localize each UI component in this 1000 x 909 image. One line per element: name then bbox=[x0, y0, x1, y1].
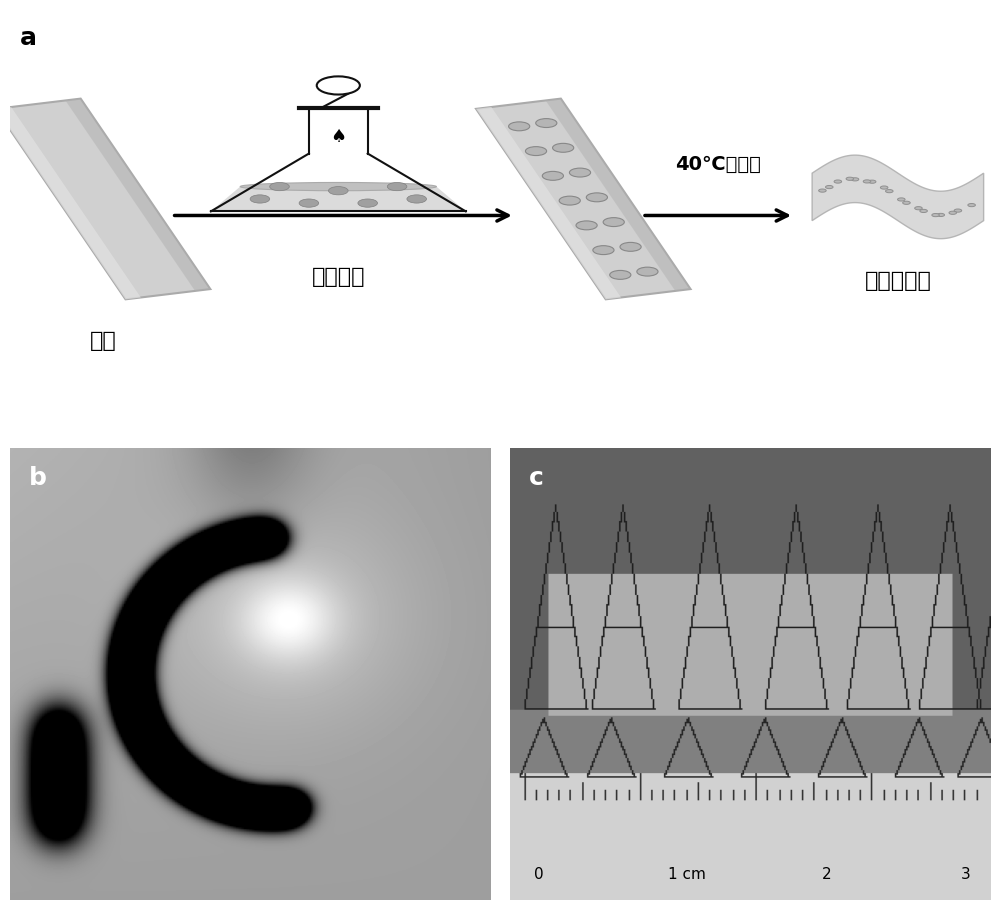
Circle shape bbox=[637, 267, 658, 276]
Circle shape bbox=[898, 198, 905, 201]
Circle shape bbox=[270, 183, 289, 191]
Text: a: a bbox=[20, 25, 37, 50]
Circle shape bbox=[536, 118, 557, 127]
Circle shape bbox=[851, 178, 859, 181]
Circle shape bbox=[932, 214, 939, 216]
Circle shape bbox=[915, 206, 922, 210]
Text: 柔韧性薄膜: 柔韧性薄膜 bbox=[864, 271, 931, 291]
Text: c: c bbox=[529, 466, 544, 490]
Circle shape bbox=[834, 180, 842, 183]
Circle shape bbox=[868, 180, 876, 184]
Circle shape bbox=[846, 177, 854, 180]
Circle shape bbox=[525, 146, 547, 155]
Circle shape bbox=[542, 172, 563, 180]
Polygon shape bbox=[476, 107, 621, 299]
Circle shape bbox=[863, 180, 871, 183]
Circle shape bbox=[886, 190, 893, 193]
Circle shape bbox=[317, 76, 360, 95]
Circle shape bbox=[826, 185, 833, 189]
Text: 玻璃: 玻璃 bbox=[90, 331, 116, 351]
Circle shape bbox=[509, 122, 530, 131]
Circle shape bbox=[358, 199, 378, 207]
Circle shape bbox=[968, 204, 975, 206]
Polygon shape bbox=[211, 186, 466, 212]
Circle shape bbox=[819, 189, 826, 192]
Text: 3: 3 bbox=[961, 867, 971, 882]
Polygon shape bbox=[546, 98, 691, 291]
Text: 0: 0 bbox=[534, 867, 543, 882]
Circle shape bbox=[576, 221, 597, 230]
Circle shape bbox=[620, 243, 641, 251]
Circle shape bbox=[553, 144, 574, 153]
Polygon shape bbox=[65, 98, 210, 291]
Text: b: b bbox=[29, 466, 47, 490]
Circle shape bbox=[586, 193, 607, 202]
Polygon shape bbox=[476, 98, 691, 299]
Polygon shape bbox=[0, 98, 210, 299]
Circle shape bbox=[903, 201, 910, 205]
Circle shape bbox=[299, 199, 319, 207]
Text: 薄膜图层: 薄膜图层 bbox=[312, 267, 365, 287]
Polygon shape bbox=[0, 107, 141, 299]
Text: 1 cm: 1 cm bbox=[668, 867, 706, 882]
Circle shape bbox=[954, 209, 962, 212]
Circle shape bbox=[407, 195, 427, 203]
Circle shape bbox=[250, 195, 270, 203]
Text: 2: 2 bbox=[822, 867, 831, 882]
Circle shape bbox=[920, 209, 927, 213]
Circle shape bbox=[937, 214, 945, 216]
Circle shape bbox=[880, 186, 888, 189]
Circle shape bbox=[593, 245, 614, 255]
Ellipse shape bbox=[240, 183, 436, 191]
Circle shape bbox=[610, 271, 631, 279]
Circle shape bbox=[387, 183, 407, 191]
Text: 40℃下干燥: 40℃下干燥 bbox=[675, 155, 760, 175]
Polygon shape bbox=[812, 155, 984, 239]
Text: ♠: ♠ bbox=[330, 128, 346, 146]
Circle shape bbox=[569, 168, 591, 177]
Circle shape bbox=[949, 211, 957, 215]
Circle shape bbox=[603, 217, 624, 226]
Circle shape bbox=[328, 186, 348, 195]
Circle shape bbox=[559, 196, 580, 205]
